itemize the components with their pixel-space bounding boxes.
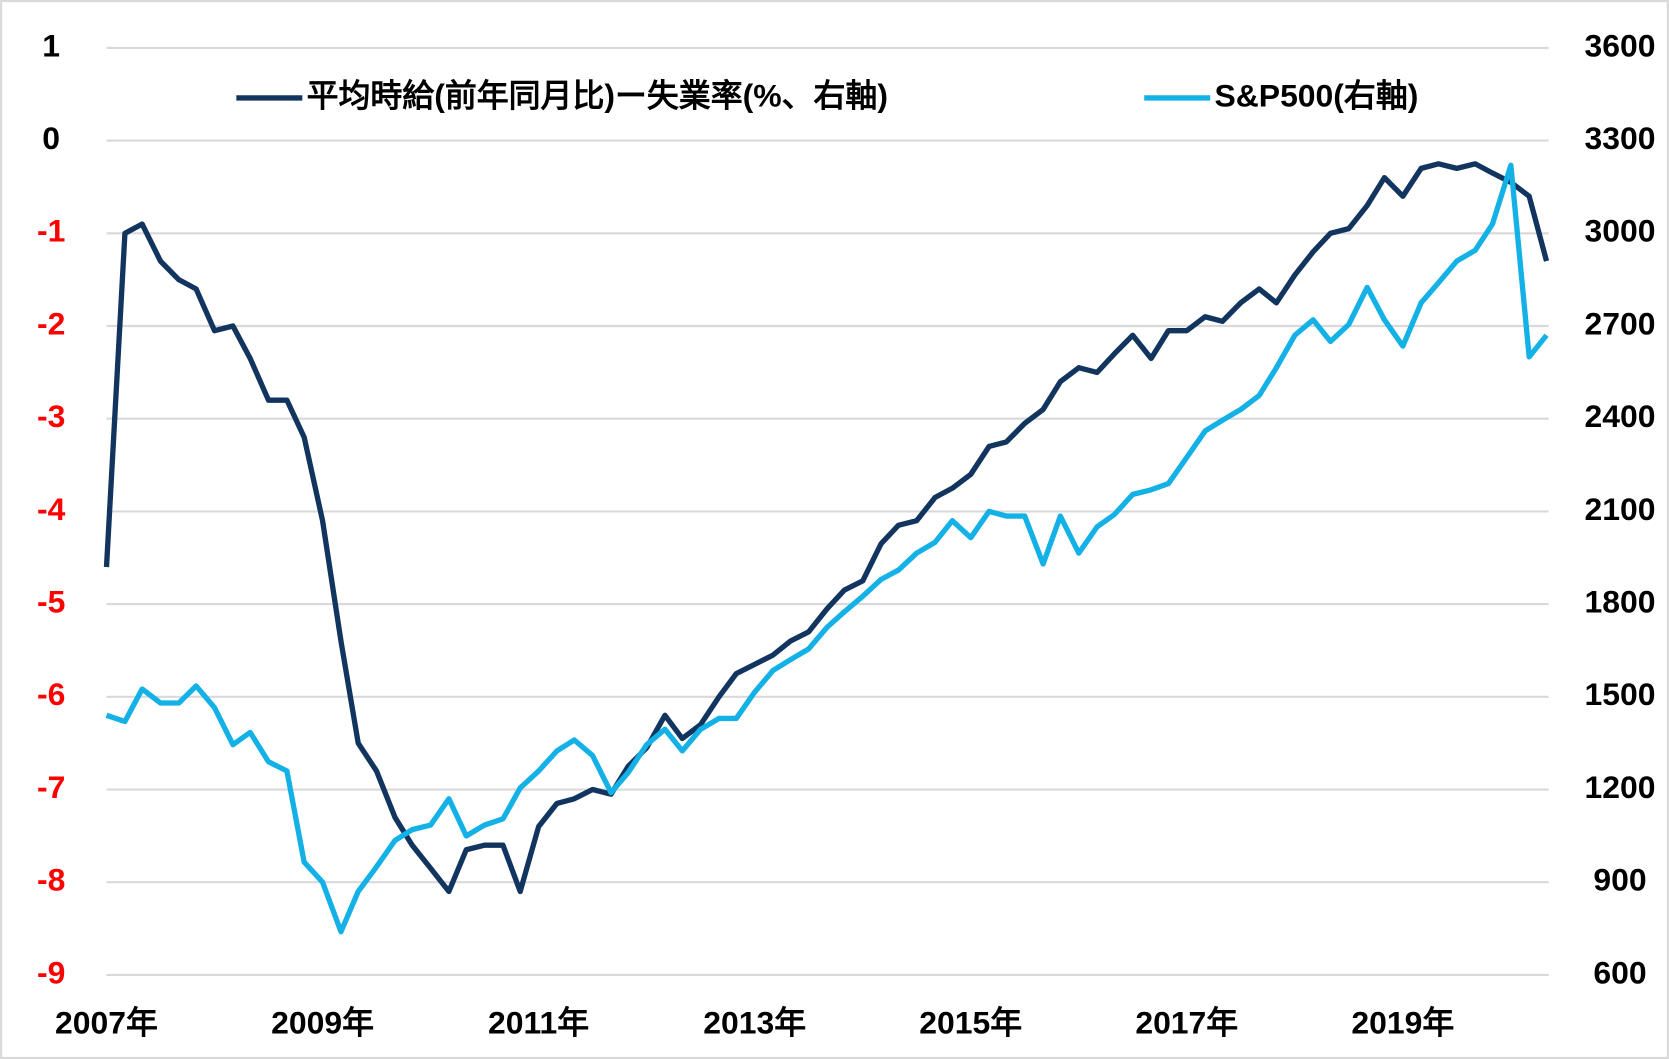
y-tick-label: -6 [37, 676, 65, 712]
x-tick-label: 2013年 [703, 1004, 806, 1040]
y2-tick-label: 1800 [1584, 584, 1655, 620]
data-line [105, 162, 1549, 935]
data-line [103, 161, 1550, 895]
y2-tick-label: 2700 [1584, 305, 1655, 341]
y-tick-label: -5 [37, 584, 65, 620]
y2-tick-label: 3000 [1584, 213, 1655, 249]
y2-tick-label: 1500 [1584, 676, 1655, 712]
y-tick-label: -2 [37, 305, 65, 341]
y2-tick-label: 3300 [1584, 120, 1655, 156]
x-tick-label: 2011年 [488, 1004, 589, 1040]
y2-tick-label: 2100 [1584, 491, 1655, 527]
y2-tick-label: 3600 [1584, 27, 1655, 63]
y-tick-label: -8 [37, 862, 65, 898]
y-tick-label: 1 [42, 27, 60, 63]
legend-label: 平均時給(前年同月比)ー失業率(%、右軸) [307, 77, 888, 113]
y2-tick-label: 1200 [1584, 769, 1655, 805]
y-tick-label: -1 [37, 213, 65, 249]
y2-tick-label: 2400 [1584, 398, 1655, 434]
y-tick-label: -9 [37, 954, 65, 990]
y2-tick-label: 900 [1593, 862, 1646, 898]
x-tick-label: 2017年 [1135, 1004, 1238, 1040]
x-tick-label: 2009年 [271, 1004, 374, 1040]
x-tick-label: 2019年 [1351, 1004, 1454, 1040]
y-tick-label: -3 [37, 398, 65, 434]
y-tick-label: -7 [37, 769, 65, 805]
x-tick-label: 2007年 [55, 1004, 158, 1040]
x-tick-label: 2015年 [919, 1004, 1022, 1040]
y2-tick-label: 600 [1593, 954, 1646, 990]
y-tick-label: 0 [42, 120, 60, 156]
y-tick-label: -4 [37, 491, 66, 527]
legend-label: S&P500(右軸) [1214, 77, 1418, 113]
